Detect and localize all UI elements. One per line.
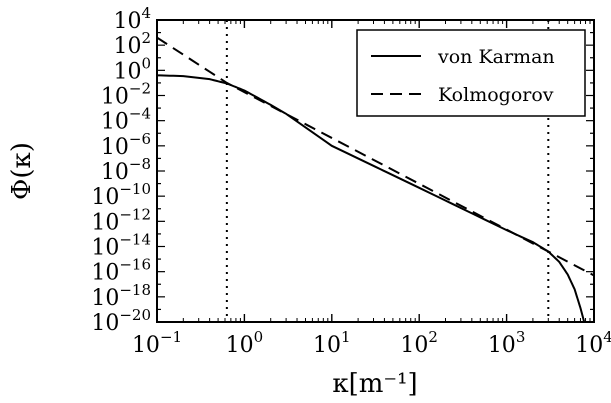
y-tick-label: 104 bbox=[113, 4, 151, 34]
y-tick-label: 102 bbox=[113, 29, 151, 59]
y-axis-label: Φ(κ) bbox=[7, 142, 37, 200]
y-tick-label: 10−12 bbox=[91, 205, 151, 235]
legend: von Karman Kolmogorov bbox=[356, 29, 586, 117]
x-axis-label: κ[m⁻¹] bbox=[332, 369, 417, 399]
legend-box bbox=[356, 29, 586, 117]
y-tick-label: 10−16 bbox=[91, 256, 151, 286]
y-tick-label: 10−10 bbox=[91, 180, 151, 210]
y-tick-label: 10−14 bbox=[91, 231, 151, 261]
x-tick-label: 104 bbox=[575, 328, 611, 358]
legend-label-von-karman: von Karman bbox=[437, 46, 555, 68]
plot-frame bbox=[156, 19, 595, 323]
y-tick-labels: 10410210010−210−410−610−810−1010−1210−14… bbox=[91, 4, 151, 336]
y-tick-label: 10−20 bbox=[91, 306, 151, 336]
x-tick-label: 10−1 bbox=[132, 328, 182, 358]
x-tick-label: 103 bbox=[488, 328, 526, 358]
x-tick-label: 100 bbox=[226, 328, 264, 358]
x-tick-label: 101 bbox=[313, 328, 351, 358]
x-tick-labels: 10−1 100 101 102 103 104 bbox=[132, 328, 611, 358]
series-line-kolmogorov bbox=[157, 36, 594, 277]
legend-label-kolmogorov: Kolmogorov bbox=[438, 84, 554, 106]
y-tick-label: 10−8 bbox=[101, 155, 151, 185]
y-tick-label: 100 bbox=[113, 54, 151, 84]
x-tick-label: 102 bbox=[400, 328, 438, 358]
y-tick-label: 10−18 bbox=[91, 281, 151, 311]
y-tick-label: 10−6 bbox=[101, 130, 151, 160]
series-layer bbox=[157, 36, 594, 322]
y-tick-label: 10−4 bbox=[101, 105, 151, 135]
y-tick-label: 10−2 bbox=[101, 80, 151, 110]
